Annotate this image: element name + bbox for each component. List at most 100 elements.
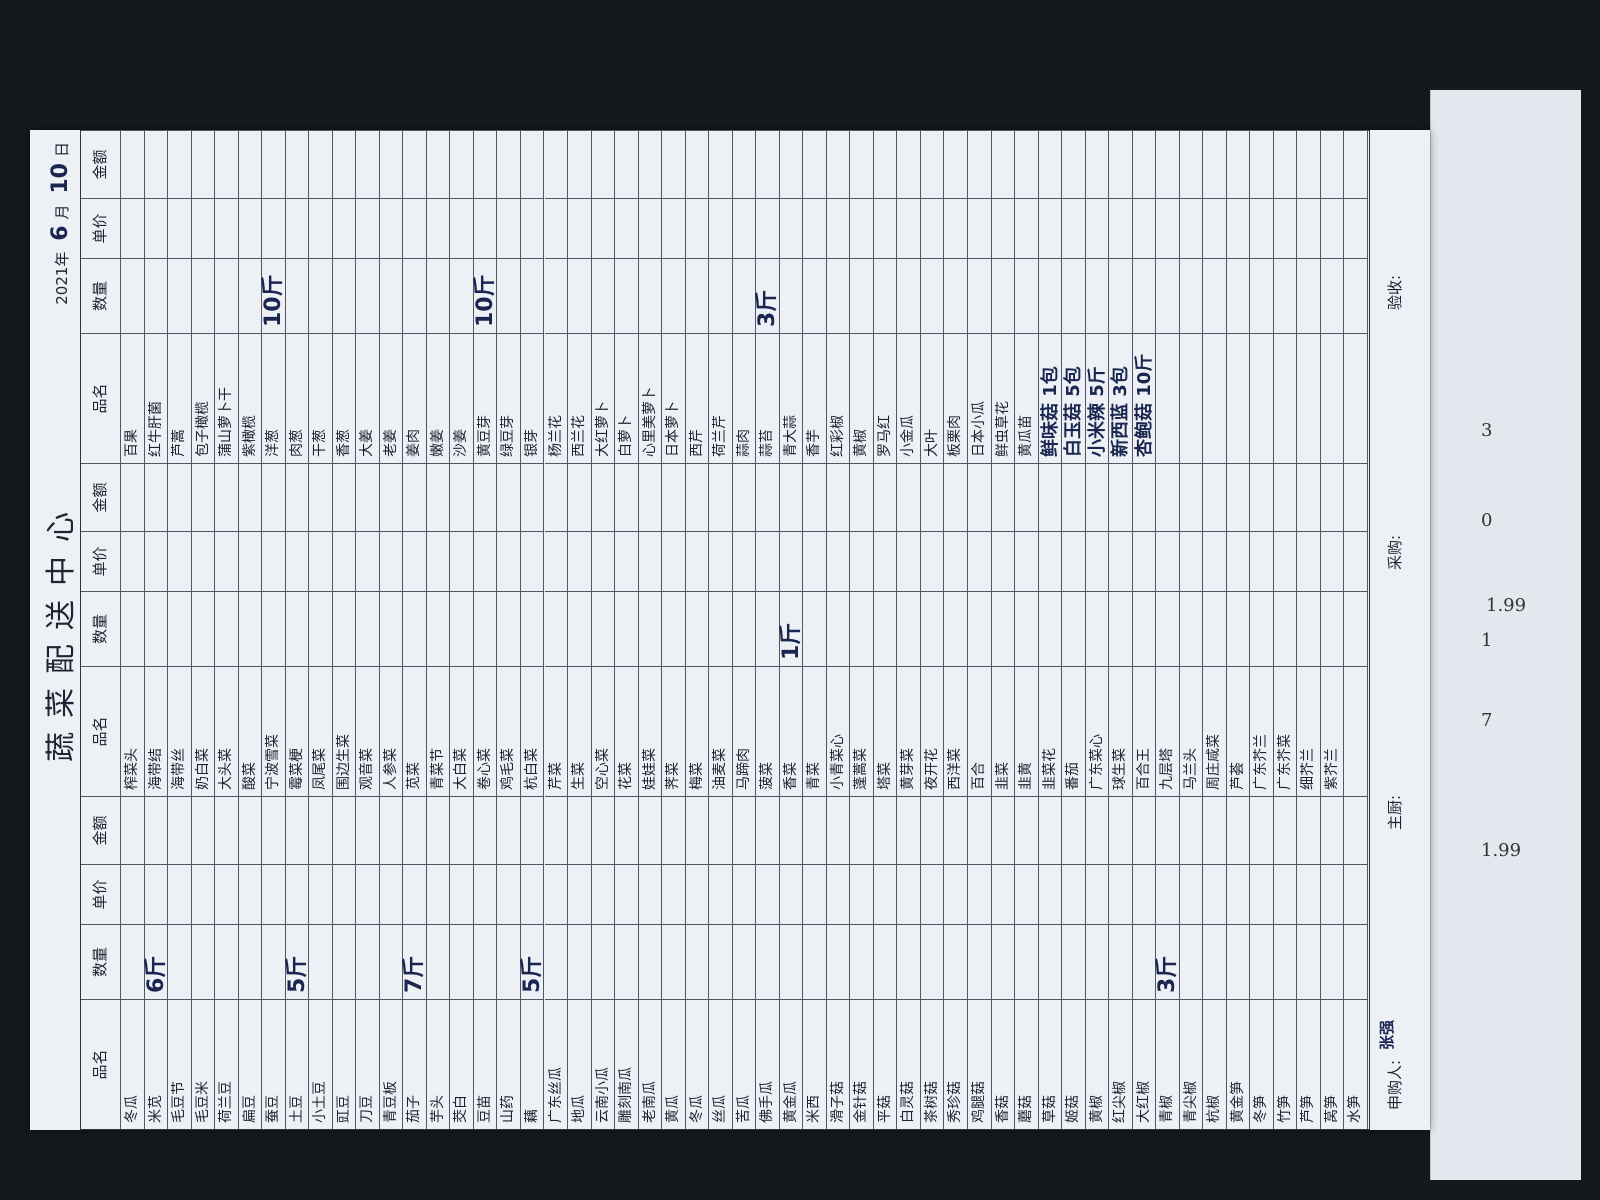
- item-name: 油麦菜: [709, 666, 733, 796]
- item-name: 香葱: [332, 333, 357, 463]
- empty-cell: [732, 591, 757, 666]
- empty-cell: [709, 591, 733, 666]
- empty-cell: [215, 796, 239, 864]
- empty-cell: [944, 591, 968, 666]
- empty-cell: [1250, 198, 1274, 258]
- empty-cell: [1297, 463, 1321, 531]
- item-name: 大红椒: [1132, 999, 1157, 1129]
- item-name: 肉葱: [285, 333, 310, 463]
- empty-cell: [403, 258, 427, 333]
- empty-cell: [238, 130, 263, 198]
- empty-cell: [850, 531, 874, 591]
- empty-cell: [850, 796, 874, 864]
- requester: 张强: [1378, 1019, 1396, 1050]
- item-name: 韭黄: [1015, 666, 1039, 796]
- column-header: 品名: [81, 666, 121, 796]
- empty-cell: [450, 130, 474, 198]
- form-header: 蔬菜配送中心 2021年 6月 10日: [30, 130, 80, 1130]
- empty-cell: [215, 258, 239, 333]
- quantity: 5斤: [520, 924, 545, 999]
- empty-cell: [897, 864, 921, 924]
- item-name: 韭菜花: [1038, 666, 1063, 796]
- empty-cell: [920, 463, 945, 531]
- empty-cell: [779, 531, 804, 591]
- empty-cell: [944, 796, 968, 864]
- empty-cell: [779, 258, 804, 333]
- item-name: 山药: [497, 999, 521, 1129]
- empty-cell: [615, 531, 639, 591]
- item-name: 小金瓜: [897, 333, 921, 463]
- item-name: 豆苗: [473, 999, 498, 1129]
- empty-cell: [1038, 258, 1063, 333]
- empty-cell: [1156, 796, 1180, 864]
- empty-cell: [779, 130, 804, 198]
- empty-cell: [732, 796, 757, 864]
- empty-cell: [1015, 198, 1039, 258]
- empty-cell: [403, 198, 427, 258]
- empty-cell: [1109, 531, 1133, 591]
- empty-cell: [709, 924, 733, 999]
- empty-cell: [1085, 198, 1110, 258]
- empty-cell: [450, 796, 474, 864]
- item-name: 紫橄榄: [238, 333, 263, 463]
- empty-cell: [309, 463, 333, 531]
- handwritten-item: 杏鲍菇 10斤: [1132, 333, 1157, 463]
- item-name: 小土豆: [309, 999, 333, 1129]
- empty-cell: [638, 463, 663, 531]
- item-name: 杭白菜: [520, 666, 545, 796]
- empty-cell: [121, 463, 145, 531]
- item-name: 茶树菇: [920, 999, 945, 1129]
- empty-cell: [191, 924, 216, 999]
- empty-cell: [873, 258, 898, 333]
- handwritten-item: 小米辣 5斤: [1085, 333, 1110, 463]
- item-name: 蘑菇: [1015, 999, 1039, 1129]
- month: 6: [48, 225, 73, 241]
- empty-cell: [285, 591, 310, 666]
- empty-cell: [1062, 796, 1086, 864]
- empty-cell: [262, 130, 286, 198]
- empty-cell: [238, 591, 263, 666]
- empty-cell: [121, 864, 145, 924]
- empty-cell: [873, 130, 898, 198]
- empty-cell: [1297, 924, 1321, 999]
- empty-cell: [1320, 130, 1345, 198]
- empty-cell: [826, 864, 851, 924]
- item-name: 百合: [968, 666, 992, 796]
- empty-cell: [1320, 864, 1345, 924]
- empty-cell: [615, 198, 639, 258]
- empty-cell: [873, 531, 898, 591]
- empty-cell: [1109, 198, 1133, 258]
- empty-cell: [897, 463, 921, 531]
- empty-cell: [685, 864, 710, 924]
- empty-cell: [991, 924, 1016, 999]
- empty-cell: [1273, 924, 1298, 999]
- item-name: 地瓜: [568, 999, 592, 1129]
- item-name: 芦笋: [1297, 999, 1321, 1129]
- empty-cell: [850, 258, 874, 333]
- empty-cell: [450, 531, 474, 591]
- empty-cell: [1250, 463, 1274, 531]
- empty-cell: [568, 463, 592, 531]
- empty-cell: [426, 924, 451, 999]
- empty-cell: [1320, 333, 1345, 463]
- empty-cell: [1344, 198, 1368, 258]
- side-number: 0: [1481, 510, 1493, 531]
- empty-cell: [685, 924, 710, 999]
- empty-cell: [1015, 130, 1039, 198]
- empty-cell: [1250, 531, 1274, 591]
- empty-cell: [779, 864, 804, 924]
- empty-cell: [238, 531, 263, 591]
- empty-cell: [144, 531, 169, 591]
- empty-cell: [1297, 864, 1321, 924]
- empty-cell: [379, 130, 404, 198]
- item-name: 青椒: [1156, 999, 1180, 1129]
- item-name: 夜开花: [920, 666, 945, 796]
- empty-cell: [473, 591, 498, 666]
- item-name: 马蹄肉: [732, 666, 757, 796]
- empty-cell: [991, 198, 1016, 258]
- empty-cell: [1038, 463, 1063, 531]
- empty-cell: [1109, 864, 1133, 924]
- empty-cell: [1156, 463, 1180, 531]
- empty-cell: [803, 463, 827, 531]
- empty-cell: [168, 924, 192, 999]
